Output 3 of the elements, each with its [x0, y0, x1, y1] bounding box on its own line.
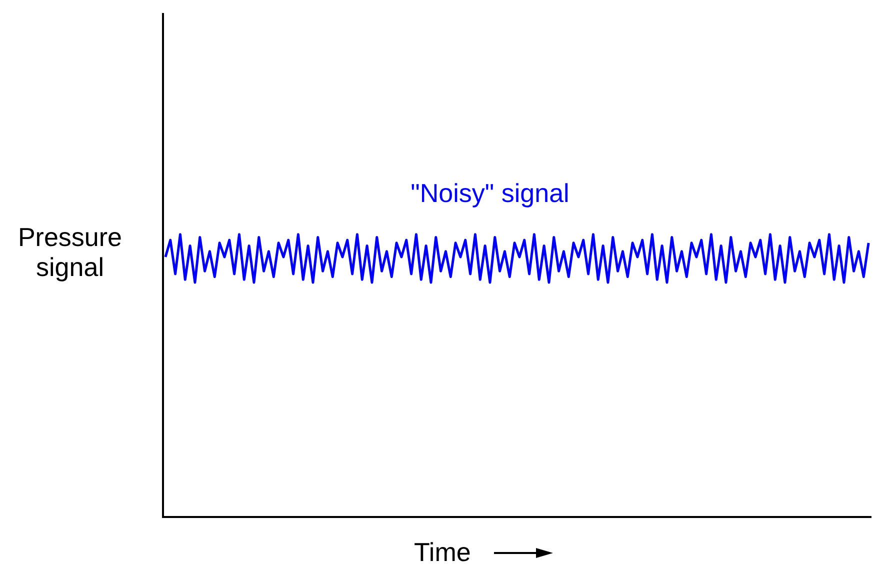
y-axis-title: Pressure signal	[16, 222, 124, 282]
text: "Noisy" signal	[410, 178, 570, 209]
x-axis-title: Time	[414, 537, 471, 568]
